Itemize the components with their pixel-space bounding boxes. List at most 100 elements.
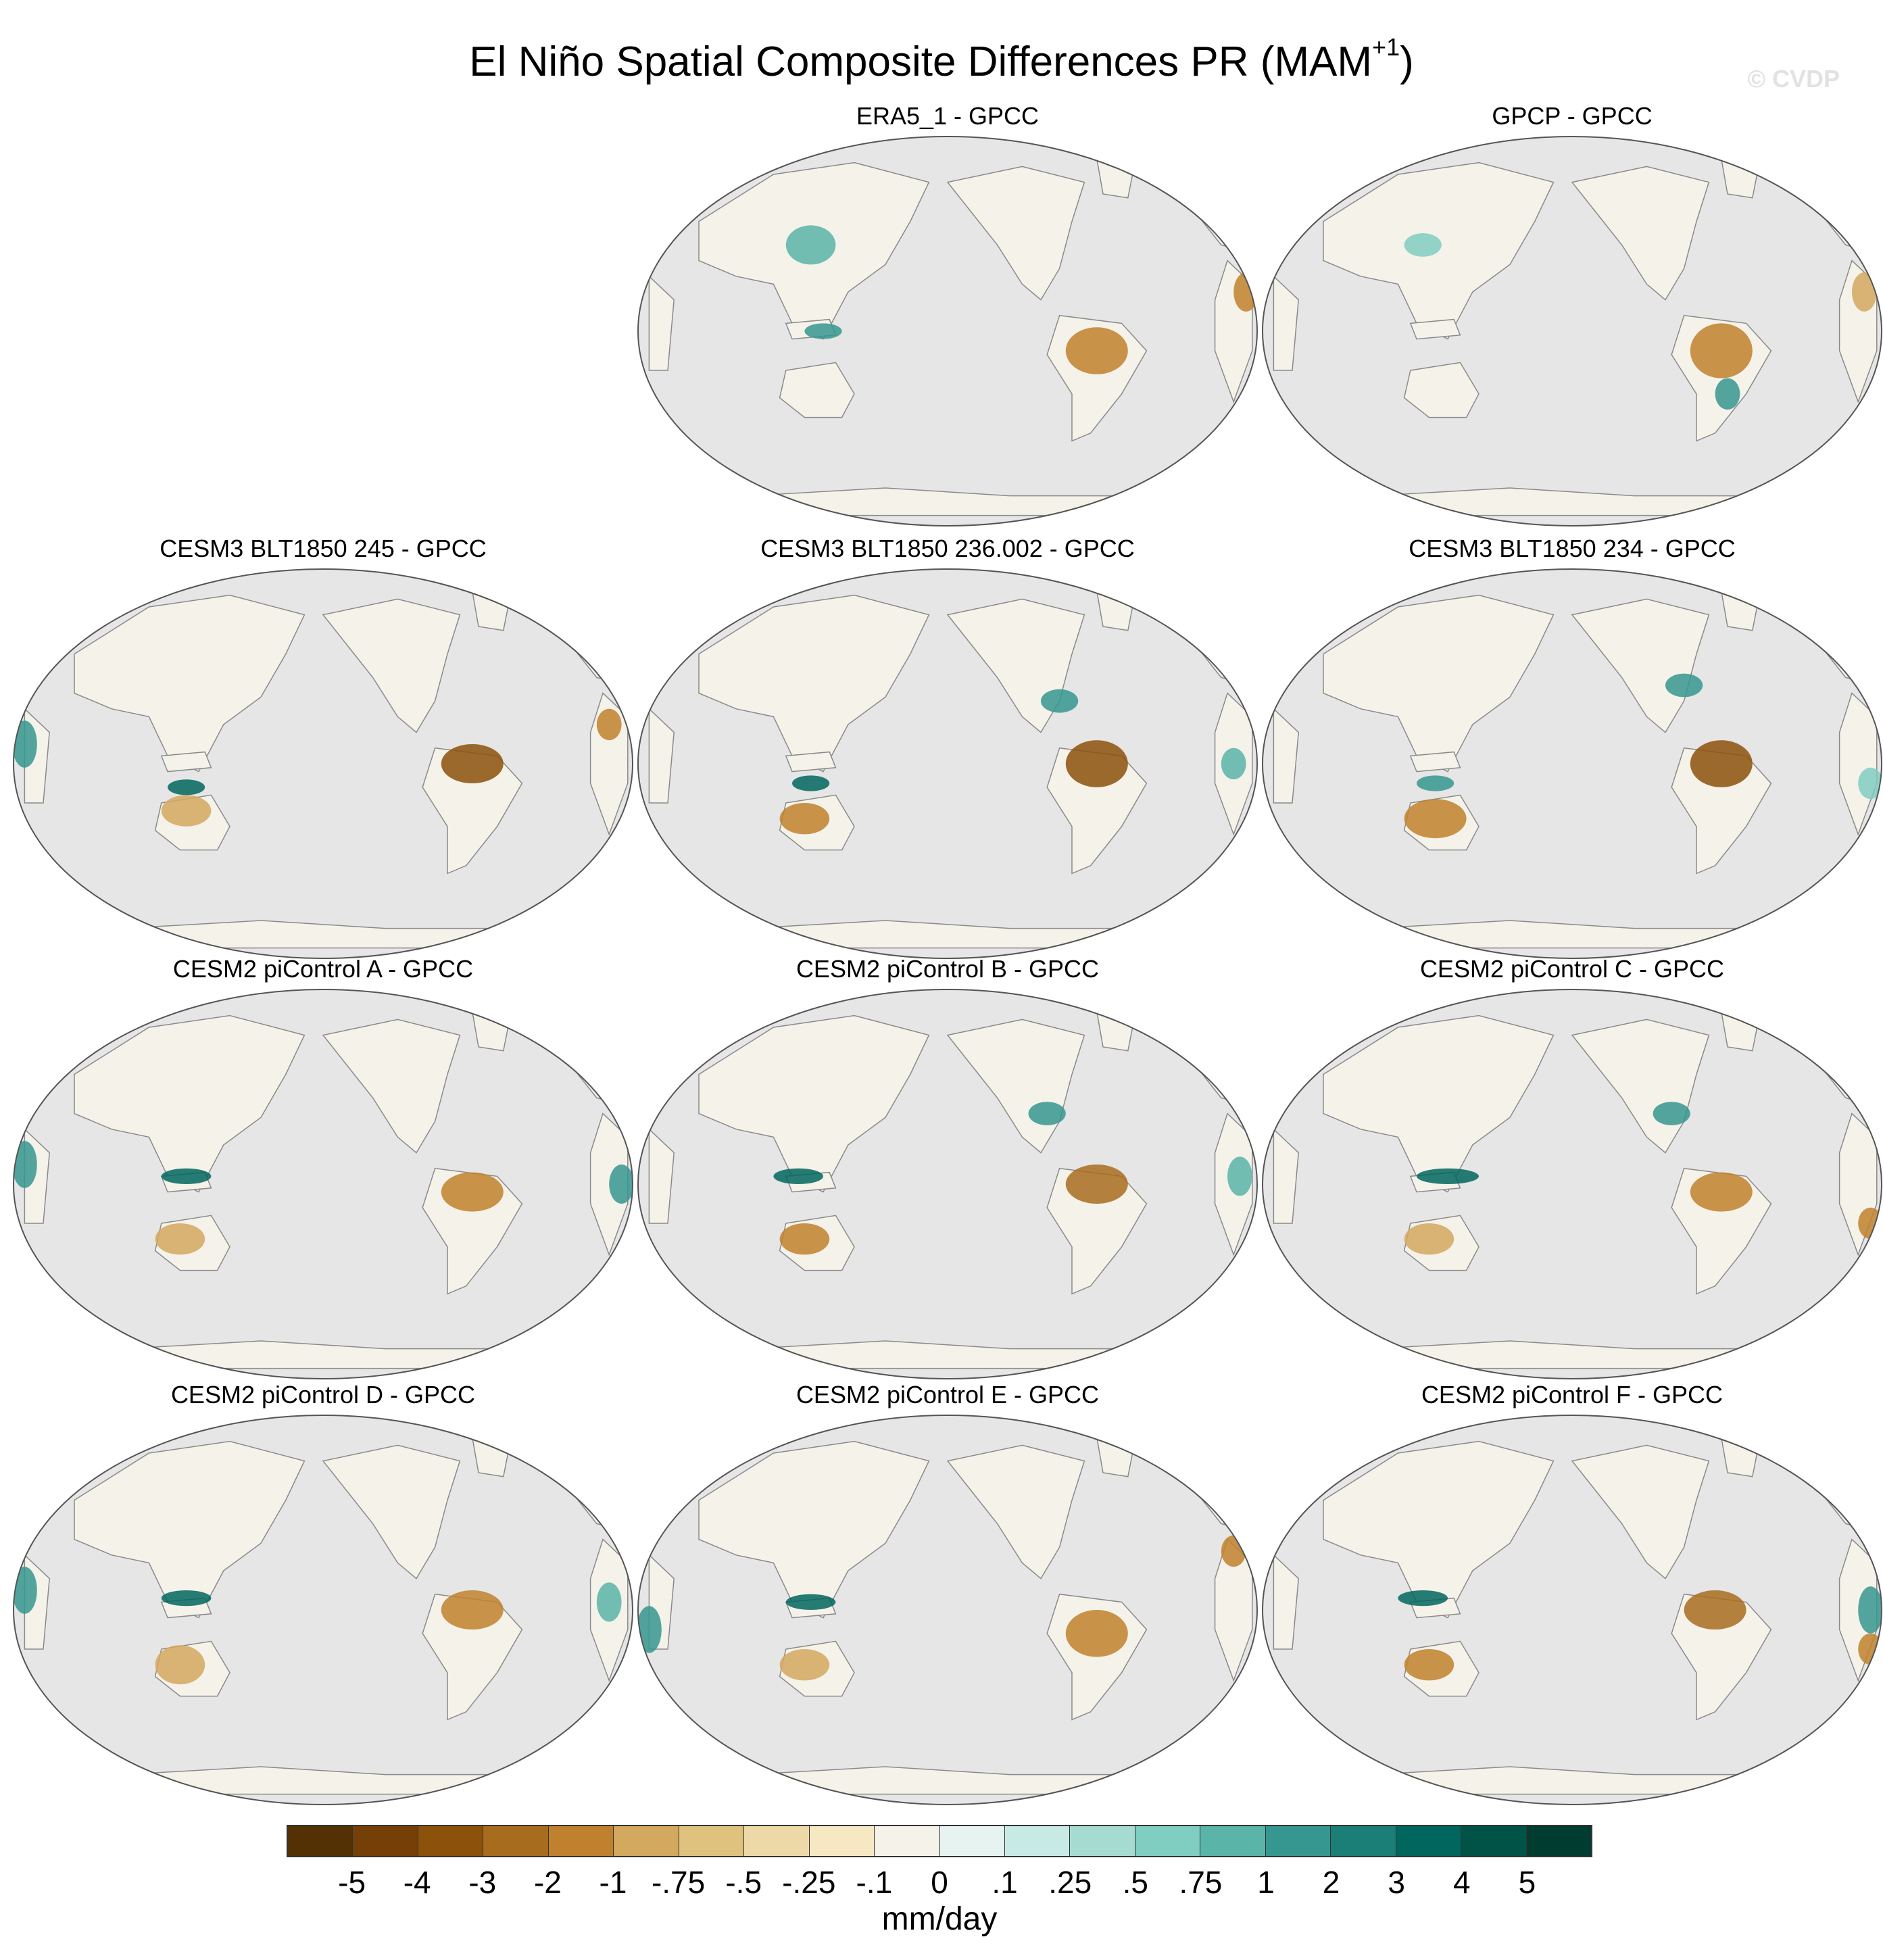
- colorbar-swatch: [1461, 1826, 1527, 1856]
- land-greenland: [1096, 1436, 1135, 1477]
- land-namerica: [322, 1444, 461, 1579]
- land-indonesia: [1409, 751, 1461, 773]
- map-panel: CESM2 piControl D - GPCC: [12, 1380, 634, 1806]
- colorbar-swatch: [1070, 1826, 1135, 1856]
- map-panel: ERA5_1 - GPCC: [637, 101, 1258, 527]
- anomaly-region: [155, 1645, 205, 1685]
- anomaly-region: [779, 803, 830, 835]
- map-border: [637, 568, 1258, 959]
- colorbar-swatch: [418, 1826, 484, 1856]
- world-map: [637, 136, 1258, 526]
- world-map: [13, 568, 633, 959]
- anomaly-region: [1065, 1165, 1128, 1204]
- colorbar-swatch: [744, 1826, 810, 1856]
- map-panel: CESM2 piControl E - GPCC: [637, 1380, 1258, 1806]
- anomaly-region: [161, 795, 212, 827]
- anomaly-region: [1690, 740, 1753, 787]
- land-africaW: [648, 1128, 675, 1224]
- colorbar-tick-label: 3: [1388, 1865, 1405, 1900]
- land-samerica: [1046, 1167, 1148, 1295]
- land-namerica: [322, 1019, 461, 1154]
- land-africaW: [1273, 1554, 1299, 1650]
- anomaly-region: [1852, 272, 1877, 312]
- anomaly-region: [1690, 1172, 1753, 1212]
- ocean: [1263, 1415, 1882, 1805]
- anomaly-region: [1684, 1590, 1746, 1630]
- colorbar-tick-label: -.75: [651, 1865, 706, 1900]
- ocean: [1263, 569, 1882, 958]
- land-greenland: [1096, 1010, 1135, 1052]
- anomaly-region: [804, 323, 842, 339]
- land-eurasia: [74, 1440, 305, 1619]
- map-panel: CESM2 piControl C - GPCC: [1261, 954, 1883, 1380]
- land-africaW: [1273, 275, 1299, 371]
- anomaly-region: [1404, 799, 1467, 839]
- land-namerica: [1571, 166, 1710, 301]
- land-samerica: [422, 747, 523, 875]
- anomaly-region: [161, 1168, 212, 1184]
- colorbar: -5 -4 -3 -2 -1 -.75 -.5 -.25 -.1 0 .1 .25 .5 .75 1 2 3 4 5…: [287, 1825, 1592, 1940]
- panel-title: ERA5_1 - GPCC: [856, 102, 1040, 130]
- anomaly-region: [155, 1223, 205, 1255]
- colorbar-swatch: [679, 1826, 745, 1856]
- anomaly-region: [1665, 673, 1703, 697]
- colorbar-swatch: [483, 1826, 549, 1856]
- anomaly-region: [441, 1590, 504, 1630]
- colorbar-tick-label: 5: [1518, 1865, 1536, 1900]
- map-border: [1262, 1415, 1882, 1805]
- colorbar-tick-label: -.25: [782, 1865, 836, 1900]
- land-greenland: [471, 590, 510, 631]
- colorbar-tick-label: 2: [1322, 1865, 1340, 1900]
- colorbar-tick-label: -2: [533, 1865, 562, 1900]
- anomaly-region: [161, 1590, 212, 1607]
- colorbar-tick-label: -5: [338, 1865, 366, 1900]
- land-greenland: [471, 1436, 510, 1477]
- colorbar-swatch: [614, 1826, 679, 1856]
- land-greenland: [1720, 590, 1759, 631]
- map-border: [13, 989, 633, 1379]
- anomaly-region: [1041, 689, 1079, 713]
- land-eurasia: [1323, 1014, 1555, 1193]
- anomaly-region: [1065, 1610, 1128, 1657]
- colorbar-tick-label: .5: [1122, 1865, 1148, 1900]
- ocean: [14, 569, 633, 958]
- colorbar-swatch: [939, 1826, 1005, 1856]
- land-greenland: [1096, 590, 1135, 631]
- anomaly-region: [779, 1223, 830, 1255]
- map-border: [637, 136, 1258, 526]
- colorbar-swatch: [1526, 1826, 1592, 1856]
- land-samerica: [1046, 747, 1148, 875]
- map-panel: CESM3 BLT1850 245 - GPCC: [12, 534, 634, 960]
- panel-title: GPCP - GPCC: [1492, 102, 1653, 130]
- land-greenland: [1720, 1010, 1759, 1052]
- anomaly-region: [1715, 378, 1740, 410]
- world-map: [637, 989, 1258, 1379]
- colorbar-tick-label: -.1: [856, 1865, 893, 1900]
- map-panel: CESM2 piControl A - GPCC: [12, 954, 634, 1380]
- ocean: [638, 989, 1257, 1379]
- colorbar-swatch: [1200, 1826, 1266, 1856]
- land-namerica: [1571, 1444, 1710, 1579]
- colorbar-swatch: [1331, 1826, 1396, 1856]
- land-namerica: [322, 598, 461, 733]
- anomaly-region: [785, 225, 836, 265]
- land-africaW: [648, 275, 675, 371]
- land-eurasia: [1323, 594, 1555, 773]
- land-greenland: [1720, 1436, 1759, 1477]
- anomaly-region: [1227, 1156, 1252, 1196]
- colorbar-units: mm/day: [881, 1901, 998, 1937]
- land-indonesia: [785, 751, 837, 773]
- colorbar-tick-label: -3: [468, 1865, 497, 1900]
- anomaly-region: [792, 775, 830, 791]
- anomaly-region: [638, 1606, 662, 1653]
- world-map: [637, 1415, 1258, 1805]
- colorbar-tick-label: 1: [1257, 1865, 1275, 1900]
- colorbar-tick-label: 0: [931, 1865, 948, 1900]
- ocean: [1263, 137, 1882, 526]
- anomaly-region: [441, 1172, 504, 1212]
- anomaly-region: [596, 708, 622, 741]
- world-map: [13, 1415, 633, 1805]
- map-panel: CESM3 BLT1850 234 - GPCC: [1261, 534, 1883, 960]
- land-greenland: [471, 1010, 510, 1052]
- land-africaW: [1273, 708, 1299, 804]
